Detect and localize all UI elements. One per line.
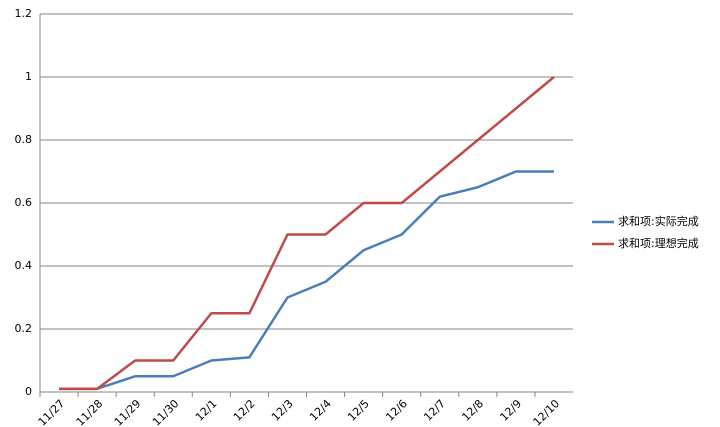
y-tick-label: 1 (25, 70, 32, 83)
legend-label: 求和项:理想完成 (618, 236, 699, 250)
legend-label: 求和项:实际完成 (618, 214, 699, 228)
x-tick-label: 12/6 (383, 397, 410, 424)
x-tick-label: 12/4 (307, 397, 334, 424)
x-tick-label: 12/10 (531, 397, 563, 427)
y-tick-label: 0.2 (15, 322, 33, 335)
y-tick-label: 0.8 (15, 133, 33, 146)
x-tick-label: 11/27 (36, 397, 68, 427)
x-tick-label: 12/1 (193, 397, 220, 424)
x-tick-label: 11/30 (150, 397, 182, 427)
y-tick-label: 1.2 (15, 7, 33, 20)
series-line (59, 76, 555, 391)
x-tick-label: 12/8 (459, 397, 486, 424)
x-tick-label: 12/3 (269, 397, 296, 424)
y-tick-label: 0.4 (15, 259, 33, 272)
series-line (59, 170, 554, 391)
x-tick-label: 12/7 (421, 397, 448, 424)
y-tick-label: 0.6 (15, 196, 33, 209)
x-tick-label: 11/29 (112, 397, 144, 427)
x-tick-label: 12/5 (345, 397, 372, 424)
x-tick-label: 12/9 (497, 397, 524, 424)
y-tick-label: 0 (25, 385, 32, 398)
x-tick-label: 11/28 (74, 397, 106, 427)
x-tick-label: 12/2 (231, 397, 258, 424)
